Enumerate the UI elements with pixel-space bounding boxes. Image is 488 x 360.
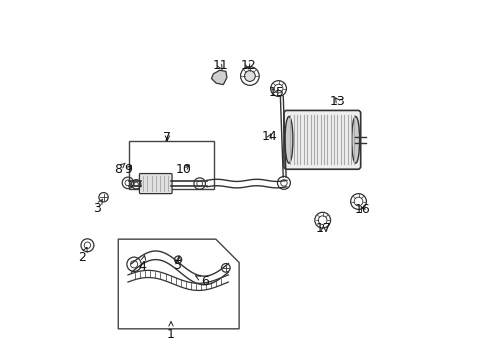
Bar (129, 141, 214, 189)
Text: 10: 10 (175, 163, 191, 176)
Text: 17: 17 (315, 222, 331, 235)
Text: 8: 8 (114, 163, 125, 176)
FancyBboxPatch shape (284, 111, 360, 169)
Ellipse shape (285, 117, 292, 163)
Text: 7: 7 (163, 131, 171, 144)
Text: 9: 9 (124, 163, 132, 176)
Text: 12: 12 (240, 59, 255, 72)
Text: 6: 6 (195, 275, 208, 288)
Text: 3: 3 (93, 199, 102, 215)
Text: 15: 15 (268, 86, 284, 99)
Text: 2: 2 (78, 247, 87, 264)
Text: 11: 11 (212, 59, 227, 72)
Polygon shape (211, 70, 226, 85)
Text: 16: 16 (354, 203, 370, 216)
Text: 1: 1 (167, 322, 175, 341)
Text: 14: 14 (261, 130, 277, 144)
Text: 13: 13 (329, 95, 345, 108)
Ellipse shape (351, 117, 359, 163)
FancyBboxPatch shape (139, 174, 172, 194)
Ellipse shape (244, 71, 255, 81)
Text: 4: 4 (138, 256, 146, 273)
Text: 5: 5 (174, 256, 182, 272)
